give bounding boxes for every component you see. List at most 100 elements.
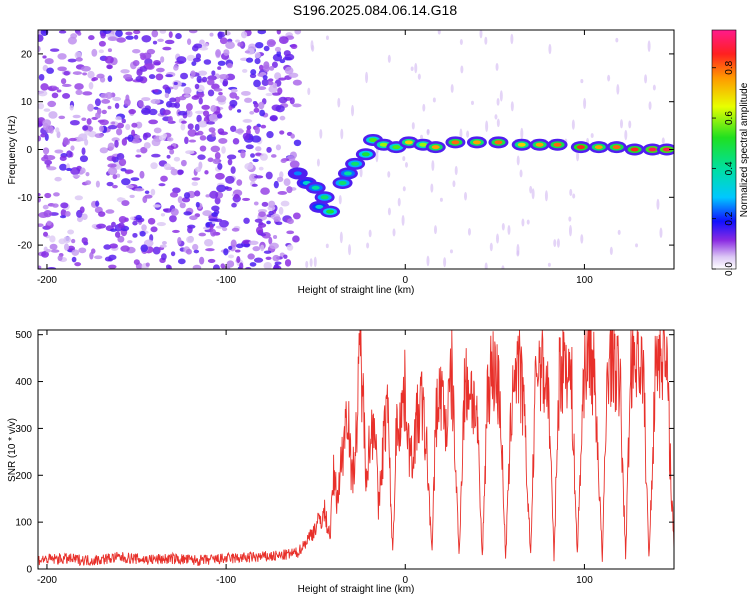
noise-speck (507, 225, 511, 235)
noise-speck (116, 152, 125, 161)
noise-speck (51, 86, 60, 91)
noise-speck (87, 70, 95, 79)
noise-speck (186, 236, 194, 244)
noise-speck (81, 147, 86, 156)
noise-speck (243, 119, 252, 123)
noise-speck (110, 228, 117, 232)
noise-speck (262, 75, 268, 80)
noise-speck (222, 227, 228, 232)
noise-speck (72, 71, 82, 75)
noise-speck (218, 92, 223, 96)
noise-speck (128, 109, 137, 115)
noise-speck (98, 40, 106, 47)
noise-speck (49, 235, 56, 243)
noise-speck (38, 223, 44, 228)
noise-speck (230, 239, 237, 248)
noise-speck (188, 139, 197, 143)
noise-speck (163, 163, 172, 171)
noise-speck (253, 107, 260, 113)
noise-speck (114, 102, 120, 109)
noise-speck (211, 70, 216, 76)
noise-speck (107, 258, 113, 262)
noise-speck (199, 135, 207, 141)
noise-speck (74, 51, 82, 59)
noise-speck (168, 102, 178, 108)
noise-speck (145, 62, 155, 70)
noise-speck (624, 129, 628, 141)
noise-speck (529, 185, 533, 194)
noise-speck (96, 73, 105, 79)
noise-speck (206, 79, 215, 85)
noise-speck (337, 97, 341, 108)
noise-speck (235, 243, 244, 249)
noise-speck (339, 231, 343, 244)
noise-speck (211, 131, 216, 138)
noise-speck (340, 128, 344, 140)
noise-speck (237, 42, 244, 47)
noise-speck (38, 197, 41, 203)
noise-speck (242, 68, 248, 73)
noise-speck (217, 128, 225, 135)
noise-speck (121, 200, 130, 207)
noise-speck (351, 104, 355, 117)
noise-speck (135, 154, 142, 158)
noise-speck (209, 190, 219, 199)
noise-speck (38, 34, 44, 42)
noise-speck (135, 121, 143, 129)
noise-speck (290, 133, 295, 139)
noise-speck (170, 168, 179, 176)
noise-speck (270, 154, 277, 158)
noise-speck (90, 248, 96, 254)
noise-speck (161, 240, 167, 245)
noise-speck (166, 154, 171, 159)
noise-speck (568, 216, 572, 222)
noise-speck (148, 74, 156, 80)
noise-speck (40, 30, 49, 36)
noise-speck (226, 154, 237, 160)
spectrogram-y-axis-label: Frequency (Hz) (7, 116, 18, 185)
noise-speck (126, 184, 134, 189)
noise-speck (659, 227, 663, 239)
noise-speck (169, 215, 177, 223)
chart-title: S196.2025.084.06.14.G18 (292, 2, 458, 18)
noise-speck (276, 50, 282, 58)
noise-speck (133, 259, 140, 266)
noise-speck (159, 30, 167, 34)
noise-speck (647, 40, 651, 53)
noise-speck (489, 242, 493, 252)
noise-speck (148, 119, 159, 125)
noise-speck (173, 81, 178, 86)
noise-speck (118, 158, 127, 167)
noise-speck (590, 133, 594, 138)
x-tick-label: -200 (37, 275, 57, 286)
noise-speck (47, 100, 57, 108)
noise-speck (71, 256, 77, 263)
noise-speck (80, 65, 91, 72)
noise-speck (118, 215, 127, 223)
noise-speck (232, 138, 240, 145)
noise-speck (219, 37, 228, 45)
noise-speck (203, 238, 214, 247)
noise-speck (417, 73, 421, 80)
noise-speck (54, 176, 62, 182)
noise-speck (571, 119, 575, 130)
noise-speck (185, 150, 195, 155)
noise-speck (616, 84, 620, 95)
noise-speck (267, 78, 274, 82)
noise-speck (569, 188, 573, 197)
noise-speck (196, 130, 204, 136)
spectrogram-x-ticks: -200 -100 0 100 (37, 30, 593, 286)
noise-speck (62, 137, 69, 146)
noise-speck (180, 72, 189, 80)
noise-speck (286, 186, 293, 194)
ridge-point (326, 209, 335, 214)
noise-speck (169, 191, 179, 198)
noise-speck (160, 213, 166, 217)
noise-speck (274, 72, 282, 80)
noise-speck (203, 110, 210, 117)
noise-speck (454, 165, 458, 176)
x-tick-label: 0 (402, 275, 408, 286)
noise-speck (141, 107, 151, 116)
noise-speck (375, 150, 379, 163)
noise-speck (287, 218, 294, 225)
